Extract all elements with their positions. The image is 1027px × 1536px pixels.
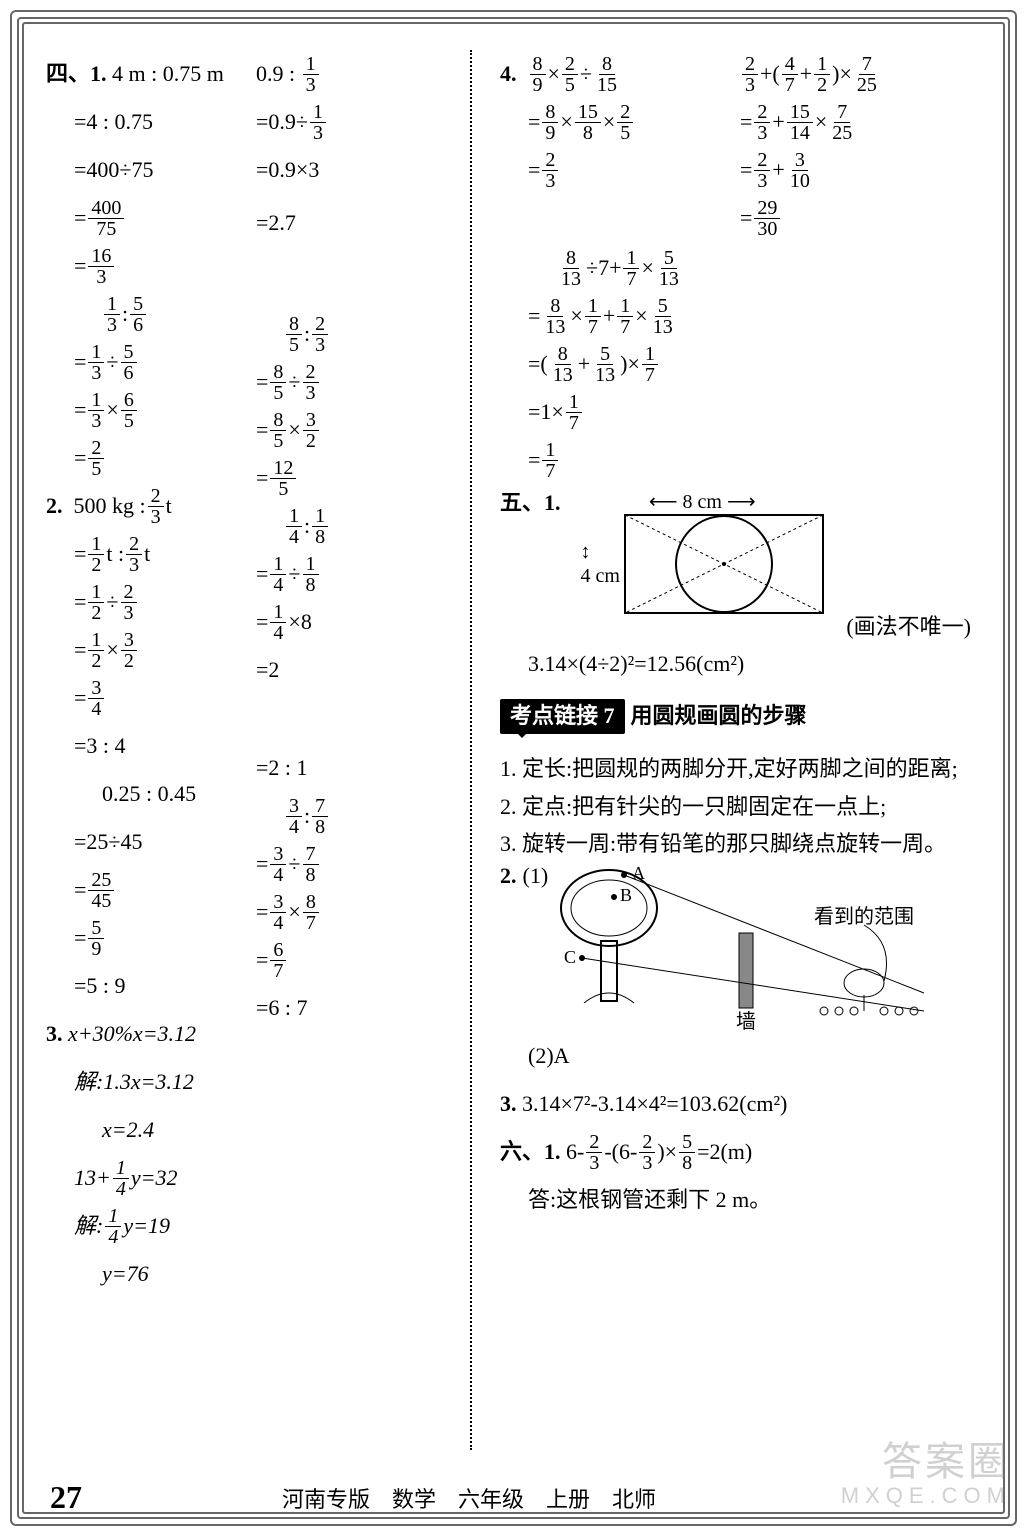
svg-text:A: A [632, 863, 645, 883]
q4a-l2: =89×158×25 [500, 98, 740, 146]
s4p2b-h: 85 : 23 [256, 310, 466, 358]
svg-text:B: B [620, 885, 632, 905]
s4p1b-l3: =2.7 [256, 194, 466, 252]
sec5-note: (画法不唯一) [500, 614, 981, 640]
q2a-l1: =12t :23t [46, 530, 256, 578]
q2d-l1: =34÷78 [256, 840, 466, 888]
s5q3-expr: 3.14×7²-3.14×4²=103.62(cm²) [522, 1091, 787, 1117]
svg-text:看到的范围: 看到的范围 [814, 905, 914, 928]
link-l3: 3. 旋转一周:带有铅笔的那只脚绕点旋转一周。 [500, 825, 981, 862]
q3-title: 3. [46, 1021, 63, 1047]
q2a-l4: =34 [46, 674, 256, 722]
col-right: 4. 89×25÷815 =89×158×25 =23 23+(47+12)×7… [476, 50, 981, 1450]
q2b-h: 14 : 18 [256, 502, 466, 550]
q4c-l3: =(813+513)×17 [500, 340, 981, 388]
rect-circle-diagram: ⟵ 8 cm ⟶ ↕4 cm [581, 490, 824, 614]
watermark: 答案圈 MXQE.COM [841, 1440, 1011, 1508]
q2c-l2: =2545 [46, 866, 256, 914]
q2b-l1: =14÷18 [256, 550, 466, 598]
q2a-h: 500 kg :23t [74, 486, 172, 527]
sec4-title: 四、1. [46, 61, 107, 87]
q4c-l4: =1×17 [500, 388, 981, 436]
q2c-res: =5 : 9 [46, 962, 256, 1010]
link-l1: 1. 定长:把圆规的两脚分开,定好两脚之间的距离; [500, 750, 981, 787]
q4-title: 4. [500, 61, 517, 87]
s5q2-ans: (2)A [500, 1033, 981, 1081]
q3-l2: 解:1.3x=3.12 [46, 1058, 256, 1106]
q3-l6: y=76 [46, 1250, 256, 1298]
q4b-l2: =23+1514×725 [740, 98, 981, 146]
s4p2a-l2: =13÷56 [46, 338, 256, 386]
footer: 27 河南专版 数学 六年级 上册 北师 [50, 1479, 977, 1516]
q2b-l3: =2 [256, 646, 466, 694]
q2c-l3: =59 [46, 914, 256, 962]
page-number: 27 [50, 1479, 82, 1516]
s4p1b-l1: =0.9÷13 [256, 98, 466, 146]
link-tag: 考点链接 7 [500, 699, 625, 733]
q3-l3: x=2.4 [46, 1106, 256, 1154]
s5q3-head: 3. [500, 1091, 517, 1117]
svg-text:C: C [564, 947, 576, 967]
sec6-title: 六、1. [500, 1139, 561, 1165]
s5q2-sub: (1) [523, 863, 549, 889]
q2c-l1: =25÷45 [46, 818, 256, 866]
q4b-l4: =2930 [740, 194, 981, 242]
sec6-ans: 答:这根钢管还剩下 2 m。 [500, 1177, 981, 1225]
q2c-h: 0.25 : 0.45 [46, 770, 256, 818]
q3-l1: x+30%x=3.12 [68, 1021, 196, 1047]
q2d-h: 34 : 78 [256, 792, 466, 840]
q3-l4: 13+14y=32 [46, 1154, 256, 1202]
q2a-l2: =12÷23 [46, 578, 256, 626]
s4p1a-l2: =400÷75 [46, 146, 256, 194]
q4a-l3: =23 [500, 146, 740, 194]
s4p2a-res: =25 [46, 434, 256, 482]
col-left-b: 0.9 : 13 =0.9÷13 =0.9×3 =2.7 85 : 23 =85… [256, 50, 466, 1450]
q4c-l5: =17 [500, 436, 981, 484]
s5q2-head: 2. [500, 863, 517, 889]
col-left-a: 四、1. 4 m : 0.75 m =4 : 0.75 =400÷75 =400… [46, 50, 256, 1450]
q2b-res: =2 : 1 [256, 744, 466, 792]
link-title: 用圆规画圆的步骤 [631, 703, 807, 729]
q4c-l1: 813÷7+17×513 [500, 244, 981, 292]
s4p1a-l1: =4 : 0.75 [46, 98, 256, 146]
tree-wall-diagram: A B C 墙 看到的范围 [554, 863, 934, 1033]
q2b-l2: =14×8 [256, 598, 466, 646]
link-l2: 2. 定点:把有针尖的一只脚固定在一点上; [500, 788, 981, 825]
s4p2b-res: =125 [256, 454, 466, 502]
s4p1a-l4: =163 [46, 242, 256, 290]
s4p1a-l0: 4 m : 0.75 m [112, 61, 224, 87]
sec5-title: 五、1. [500, 490, 561, 516]
s4p2a-h: 13 : 56 [46, 290, 256, 338]
q2d-res: =6 : 7 [256, 984, 466, 1032]
s4p2b-l3: =85×32 [256, 406, 466, 454]
s4p2a-l3: =13×65 [46, 386, 256, 434]
svg-text:墙: 墙 [736, 1010, 756, 1033]
sec5-calc: 3.14×(4÷2)²=12.56(cm²) [500, 640, 981, 688]
q4b-l3: =23+310 [740, 146, 981, 194]
q2d-l2: =34×87 [256, 888, 466, 936]
s4p1a-l3: =40075 [46, 194, 256, 242]
s4p1b-h: 0.9 : 13 [256, 50, 466, 98]
column-divider [470, 50, 472, 1450]
s4p2b-l2: =85÷23 [256, 358, 466, 406]
q4a-l1: 89×25÷815 [528, 54, 623, 95]
q3-l5: 解:14y=19 [46, 1202, 256, 1250]
q2a-res: =3 : 4 [46, 722, 256, 770]
q4b-l1: 23+(47+12)×725 [740, 50, 981, 98]
q2d-l3: =67 [256, 936, 466, 984]
edition-text: 河南专版 数学 六年级 上册 北师 [282, 1482, 656, 1514]
q2-title: 2. [46, 493, 63, 519]
q4c-l2: =813×17+17×513 [500, 292, 981, 340]
s4p1b-l2: =0.9×3 [256, 146, 466, 194]
q2a-l3: =12×32 [46, 626, 256, 674]
